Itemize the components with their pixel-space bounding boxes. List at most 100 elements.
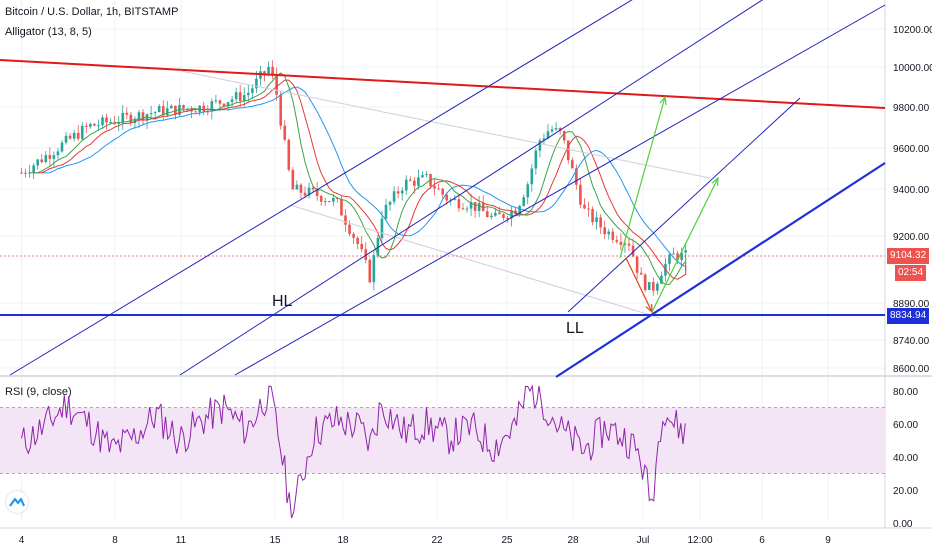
candle-body	[522, 197, 525, 206]
candle-body	[170, 105, 173, 109]
price-tick-label: 9600.00	[893, 144, 930, 155]
candle-body	[656, 283, 659, 291]
candle-body	[230, 99, 234, 103]
price-tick-label: 9200.00	[893, 232, 930, 243]
candle-body	[372, 255, 376, 283]
candle-body	[214, 100, 218, 102]
time-tick-label: 15	[269, 535, 281, 546]
time-tick-label: 9	[825, 535, 831, 546]
time-tick-label: 28	[567, 535, 579, 546]
candle-body	[287, 139, 291, 170]
candle-body	[157, 106, 161, 113]
candle-body	[202, 105, 206, 112]
candle-body	[186, 108, 189, 110]
rsi-band	[0, 407, 885, 474]
candle-body	[20, 172, 23, 174]
candle-body	[60, 142, 64, 152]
candle-body	[485, 211, 489, 218]
time-tick-label: 6	[759, 535, 765, 546]
channel-line-d	[567, 97, 801, 313]
price-tick-label: 8890.00	[893, 299, 930, 310]
candle-body	[328, 201, 331, 203]
candle-body	[311, 187, 315, 190]
candle-body	[396, 191, 400, 194]
candle-body	[404, 179, 408, 191]
candle-body	[473, 202, 477, 211]
price-axis: 10200.00 10000.00 9800.00 9600.00 9400.00 920…	[893, 25, 932, 375]
candle-body	[352, 233, 355, 238]
candle-body	[611, 231, 615, 240]
candles	[20, 60, 687, 296]
price-tick-label: 9800.00	[893, 103, 930, 114]
rsi-tick-label: 0.00	[893, 519, 913, 530]
candle-body	[433, 186, 436, 189]
target-arrow-up	[619, 96, 666, 259]
candle-body	[125, 112, 129, 115]
candle-body	[32, 165, 35, 173]
rsi-tick-label: 60.00	[893, 420, 918, 431]
candle-body	[627, 243, 631, 246]
candle-body	[619, 241, 623, 245]
countdown-tag: 02:54	[895, 265, 927, 281]
candle-body	[340, 198, 343, 216]
candle-body	[93, 123, 96, 126]
rsi-tick-label: 20.00	[893, 486, 918, 497]
candle-body	[145, 114, 149, 121]
candle-body	[299, 184, 303, 193]
candle-body	[477, 203, 481, 211]
candle-body	[668, 254, 671, 264]
candle-body	[295, 184, 299, 190]
candle-body	[368, 259, 372, 283]
price-tick-label: 10200.00	[893, 25, 932, 36]
candle-body	[579, 184, 582, 205]
candle-body	[68, 135, 72, 139]
candle-body	[660, 275, 663, 284]
candle-body	[242, 95, 246, 102]
candle-body	[380, 218, 384, 238]
channel-upper-faint-line	[180, 70, 711, 179]
candle-body	[238, 92, 242, 102]
candle-body	[599, 217, 602, 228]
candle-body	[275, 75, 278, 95]
candle-body	[247, 92, 250, 96]
candle-body	[44, 155, 48, 163]
candle-body	[538, 140, 542, 151]
candle-body	[494, 212, 497, 216]
candle-body	[64, 135, 68, 143]
candle-body	[218, 100, 222, 104]
support-price-tag: 8834.94	[887, 308, 930, 324]
candle-body	[303, 192, 307, 196]
candle-body	[417, 177, 420, 186]
candle-body	[234, 92, 238, 100]
candle-body	[465, 208, 469, 210]
candle-body	[210, 101, 214, 112]
candle-body	[676, 253, 679, 261]
candle-body	[56, 151, 60, 156]
rising-support-line	[555, 162, 886, 378]
candle-body	[481, 203, 485, 212]
tradingview-logo-icon[interactable]	[6, 491, 28, 513]
candle-body	[400, 190, 404, 194]
candle-body	[344, 215, 347, 225]
candle-body	[271, 66, 274, 76]
candle-body	[40, 159, 44, 163]
candle-body	[469, 202, 473, 209]
price-tick-label: 8740.00	[893, 336, 930, 347]
channel-line-b	[179, 0, 764, 376]
candle-body	[279, 94, 282, 126]
candle-body	[591, 208, 594, 223]
candle-body	[603, 227, 606, 235]
candle-body	[615, 239, 619, 242]
candle-body	[595, 217, 598, 223]
candle-body	[672, 253, 675, 255]
candle-body	[510, 210, 513, 219]
time-tick-label: 4	[19, 535, 25, 546]
candle-body	[502, 214, 505, 218]
candle-body	[445, 194, 449, 201]
hl-label: HL	[272, 293, 293, 310]
candle-body	[117, 122, 120, 124]
candle-body	[109, 122, 112, 124]
rsi-tick-label: 80.00	[893, 387, 918, 398]
candle-body	[166, 108, 169, 116]
